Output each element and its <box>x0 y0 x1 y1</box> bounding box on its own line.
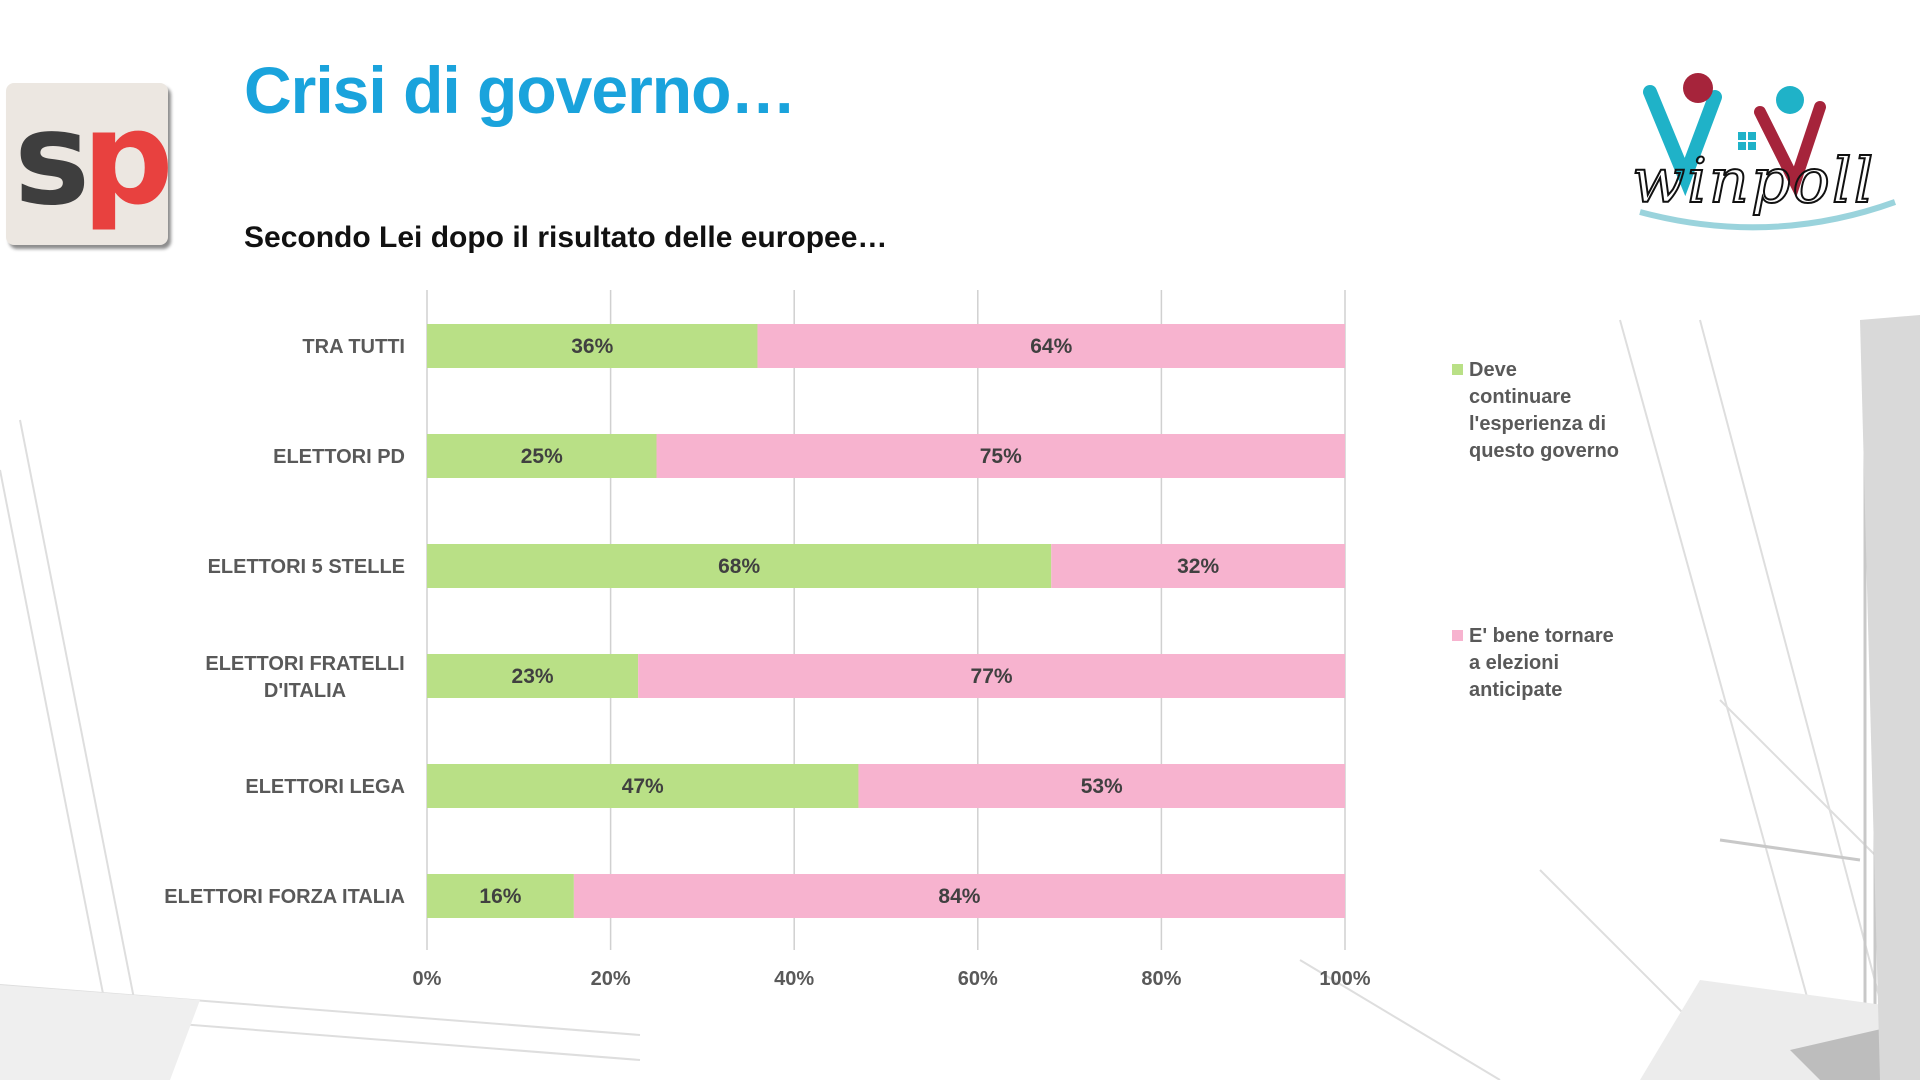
bars <box>427 324 1345 918</box>
category-label: ELETTORI 5 STELLE <box>208 556 405 578</box>
x-tick-label: 100% <box>1319 968 1370 990</box>
data-label: 36% <box>571 335 613 358</box>
bar-segment <box>757 324 1345 368</box>
legend-label-continue: Deve continuare l'esperienza di questo g… <box>1469 359 1620 462</box>
legend-swatch-green <box>1452 364 1463 375</box>
gridlines <box>426 290 1346 950</box>
x-tick-label: 80% <box>1141 968 1181 990</box>
sp-logo-s: s <box>14 85 91 234</box>
category-labels: TRA TUTTI ELETTORI PD ELETTORI 5 STELLE ELE… <box>164 336 405 908</box>
legend-label-elections: E' bene tornare a elezioni anticipate <box>1469 625 1614 701</box>
data-labels: 36% 64% 25% 75% 68% 32% 23% 77% 47% 53% 16% 84% <box>479 335 1219 908</box>
bar-segment <box>1051 544 1345 588</box>
bar-segment <box>427 764 859 808</box>
slide-title: Crisi di governo… <box>244 53 796 127</box>
category-label: ELETTORI FORZA ITALIA <box>164 886 405 908</box>
category-label: TRA TUTTI <box>302 336 405 358</box>
data-label: 25% <box>521 445 563 468</box>
bar-segment <box>427 324 758 368</box>
bar-segment <box>427 654 639 698</box>
bar-segment <box>638 654 1345 698</box>
data-label: 64% <box>1030 335 1072 358</box>
sp-logo-p: p <box>82 85 168 234</box>
x-tick-label: 40% <box>774 968 814 990</box>
x-tick-label: 0% <box>413 968 442 990</box>
data-label: 84% <box>938 885 980 908</box>
bar-segment <box>427 874 574 918</box>
bar-segment <box>427 434 657 478</box>
category-label: ELETTORI PD <box>273 446 405 468</box>
x-axis-ticks: 0% 20% 40% 60% 80% 100% <box>413 968 1371 990</box>
data-label: 75% <box>980 445 1022 468</box>
x-tick-label: 20% <box>591 968 631 990</box>
bar-segment <box>656 434 1345 478</box>
bar-segment <box>573 874 1345 918</box>
data-label: 23% <box>512 665 554 688</box>
slide-subtitle: Secondo Lei dopo il risultato delle euro… <box>244 221 888 254</box>
winpoll-logo: winpoll <box>1631 73 1897 231</box>
data-label: 68% <box>718 555 760 578</box>
data-label: 47% <box>622 775 664 798</box>
bar-segment <box>858 764 1345 808</box>
category-label: ELETTORI LEGA <box>245 776 405 798</box>
bar-segment <box>427 544 1052 588</box>
data-label: 32% <box>1177 555 1219 578</box>
winpoll-logo-text: winpoll <box>1632 144 1876 217</box>
x-tick-label: 60% <box>958 968 998 990</box>
category-label: ELETTORI FRATELLI D'ITALIA <box>205 653 404 702</box>
data-label: 77% <box>971 665 1013 688</box>
legend-swatch-pink <box>1452 630 1463 641</box>
sp-logo: s p <box>6 83 168 245</box>
data-label: 16% <box>479 885 521 908</box>
data-label: 53% <box>1081 775 1123 798</box>
